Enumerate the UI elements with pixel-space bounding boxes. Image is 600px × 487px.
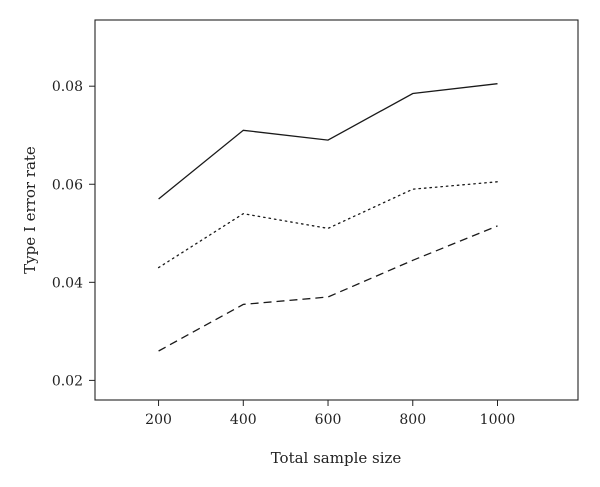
y-axis-title: Type I error rate: [21, 146, 39, 274]
series-group: [157, 83, 499, 352]
x-axis-title: Total sample size: [271, 449, 402, 467]
y-tick-label: 0.04: [52, 275, 83, 291]
y-tick-label: 0.08: [52, 79, 83, 95]
plot-frame: [94, 19, 579, 401]
y-tick-label: 0.02: [52, 373, 83, 389]
series-line-dotted: [157, 181, 499, 269]
series-line-solid: [158, 83, 498, 200]
x-tick-label: 400: [230, 412, 257, 428]
y-axis: 0.02 0.04 0.06 0.08: [52, 79, 95, 389]
series-line-dashed: [158, 225, 498, 352]
x-tick-label: 200: [145, 412, 172, 428]
x-tick-label: 800: [399, 412, 426, 428]
y-tick-label: 0.06: [52, 177, 83, 193]
x-tick-label: 600: [315, 412, 342, 428]
x-axis: 200 400 600 800 1000: [145, 400, 515, 428]
x-tick-label: 1000: [480, 412, 516, 428]
